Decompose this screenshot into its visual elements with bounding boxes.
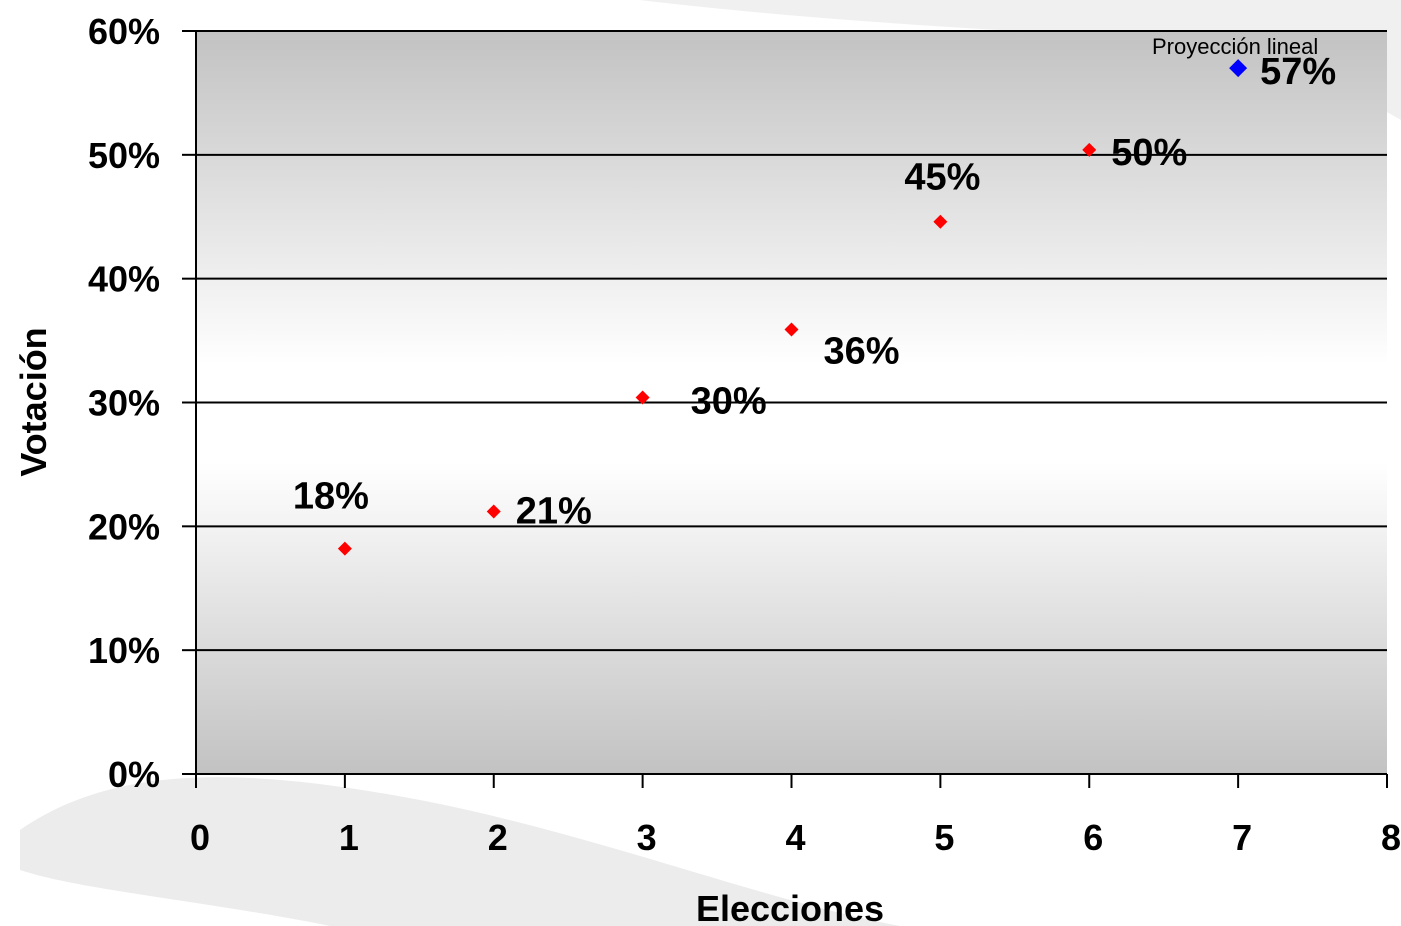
- data-point: [933, 214, 948, 229]
- x-tick-label: 7: [1232, 817, 1252, 858]
- data-label: 18%: [293, 476, 369, 518]
- x-axis-ticks: 0 1 2 3 4 5 6 7 8: [190, 774, 1401, 858]
- y-tick-label: 60%: [88, 11, 160, 52]
- data-label: 50%: [1111, 132, 1187, 174]
- data-point: [1082, 142, 1097, 157]
- y-tick-label: 40%: [88, 259, 160, 300]
- data-point: [337, 541, 352, 556]
- y-axis-ticks: 0% 10% 20% 30% 40% 50% 60%: [88, 11, 196, 795]
- annotations: Proyección lineal: [1152, 34, 1318, 59]
- x-tick-label: 1: [339, 817, 359, 858]
- x-tick-label: 2: [488, 817, 508, 858]
- data-point: [1229, 59, 1248, 78]
- data-point: [635, 390, 650, 405]
- y-tick-label: 50%: [88, 135, 160, 176]
- data-label: 21%: [516, 490, 592, 532]
- x-tick-label: 6: [1083, 817, 1103, 858]
- x-tick-label: 4: [785, 817, 805, 858]
- x-tick-label: 8: [1381, 817, 1401, 858]
- data-label: 36%: [824, 330, 900, 372]
- data-labels: 18% 21% 30% 36% 45% 50% 57%: [293, 51, 1336, 532]
- y-tick-label: 10%: [88, 630, 160, 671]
- gridlines: [196, 30, 1387, 652]
- data-label: 57%: [1260, 51, 1336, 93]
- x-axis-title: Elecciones: [696, 888, 884, 926]
- data-label: 30%: [691, 381, 767, 423]
- data-points: [337, 59, 1248, 556]
- data-point: [486, 504, 501, 519]
- x-tick-label: 3: [637, 817, 657, 858]
- data-point: [784, 322, 799, 337]
- y-tick-label: 30%: [88, 383, 160, 424]
- annotation-label: Proyección lineal: [1152, 34, 1318, 59]
- x-tick-label: 5: [934, 817, 954, 858]
- data-label: 45%: [904, 157, 980, 199]
- y-tick-label: 20%: [88, 506, 160, 547]
- y-tick-label: 0%: [108, 754, 160, 795]
- y-axis-title: Votación: [13, 327, 54, 476]
- x-tick-label: 0: [190, 817, 210, 858]
